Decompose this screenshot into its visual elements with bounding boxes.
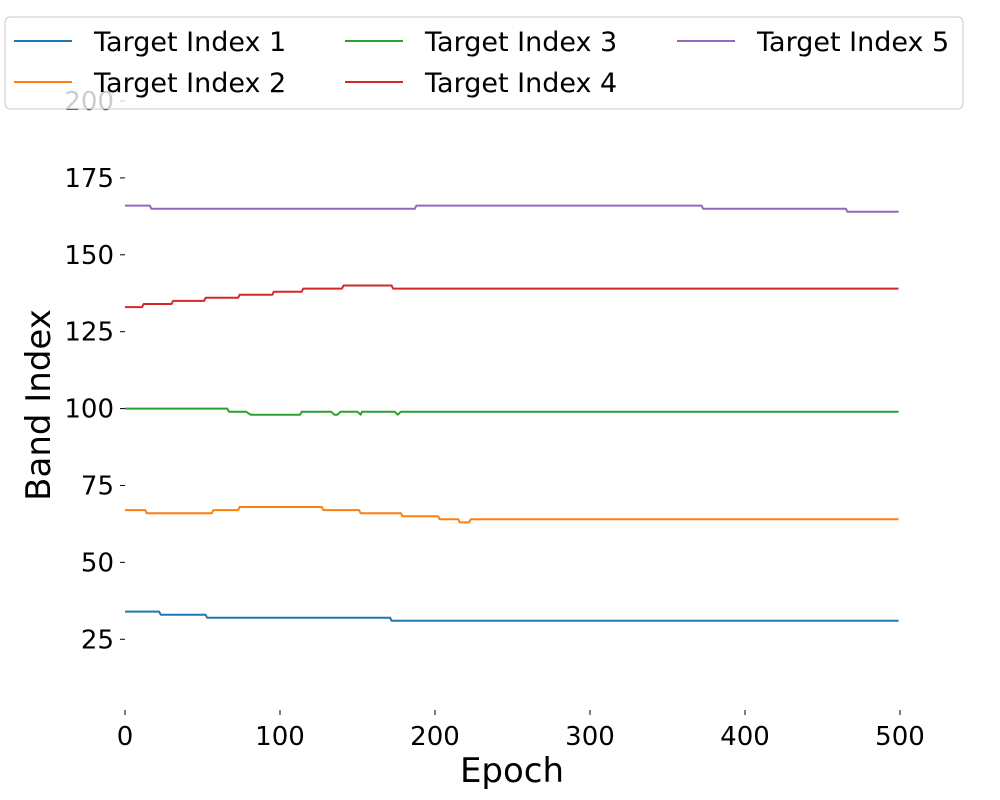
legend-entry-label: Target Index 1 [93, 27, 286, 58]
series-line-target-index-5 [125, 204, 899, 213]
series-line-target-index-3 [125, 407, 899, 416]
x-tick-label: 300 [565, 722, 615, 752]
y-tick-label: 175 [64, 164, 114, 194]
y-tick-label: 100 [64, 395, 114, 425]
x-tick-label: 500 [875, 722, 925, 752]
x-tick-label: 0 [117, 722, 134, 752]
x-tick-label: 200 [410, 722, 460, 752]
legend: Target Index 1 Target Index 2 Target Index… [4, 16, 964, 110]
y-axis-label: Band Index [19, 309, 59, 501]
legend-entry-label: Target Index 3 [424, 27, 617, 58]
x-tick-label: 400 [720, 722, 770, 752]
y-axis: 255075100125150175200 [64, 87, 125, 655]
x-axis-label: Epoch [460, 751, 564, 791]
y-tick-label: 150 [64, 241, 114, 271]
y-tick-label: 75 [81, 471, 114, 501]
plot-area [125, 204, 899, 622]
legend-entry-label: Target Index 5 [756, 27, 949, 58]
x-axis: 0 100 200 300 400 500 [117, 710, 925, 752]
legend-entry-label: Target Index 4 [424, 68, 617, 99]
legend-entry-label: Target Index 2 [93, 68, 286, 99]
series-line-target-index-1 [125, 610, 899, 622]
y-tick-label: 125 [64, 318, 114, 348]
series-line-target-index-2 [125, 506, 899, 524]
y-tick-label: 25 [81, 625, 114, 655]
x-tick-label: 100 [255, 722, 305, 752]
y-tick-label: 50 [81, 548, 114, 578]
series-line-target-index-4 [125, 284, 899, 309]
